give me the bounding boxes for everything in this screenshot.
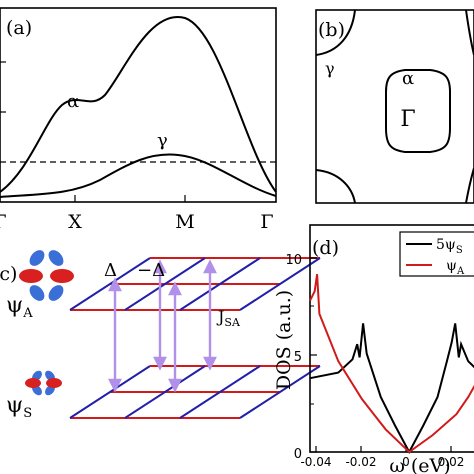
- dos-yticks: [310, 257, 317, 453]
- upper-layer-lattice: [69, 257, 321, 311]
- panel-d-frame: [309, 224, 474, 453]
- panel-b-label: (b): [318, 19, 345, 41]
- fermi-pocket-bottom-right: [465, 167, 474, 204]
- dxy-orbital-icon: [25, 370, 62, 396]
- dos-xticks: [315, 446, 452, 452]
- dos-series-line-1: [309, 274, 474, 454]
- legend-entry-psi-a: ψA: [446, 258, 465, 277]
- fermi-pocket-top-right: [465, 9, 474, 56]
- alpha-band-curve: [0, 15, 277, 193]
- fermi-surface-alpha: [385, 69, 451, 153]
- panel-d: (d) DOS (a.u.) ω (eV) 0 5 10 -0.04 -0.02…: [273, 224, 474, 474]
- dos-xtick-label: -0.04: [300, 455, 331, 469]
- panel-c-label: (c): [0, 263, 17, 285]
- panel-b: (b) γ α Γ: [315, 9, 474, 204]
- legend-box: [399, 231, 474, 277]
- arrow-label-jsa: JSA: [216, 307, 241, 329]
- dos-series-line-0: [309, 323, 474, 455]
- dos-xtick-label: 0: [402, 455, 410, 469]
- panel-a-frame: [0, 7, 277, 203]
- fermi-pocket-bottom-left: [315, 169, 356, 204]
- fermi-pocket-top-left: [315, 9, 356, 56]
- dos-curves: [309, 274, 474, 455]
- orbital-label-psi-s: ψS: [6, 393, 32, 421]
- dos-ytick-label: 0: [294, 447, 302, 462]
- panel-d-label: (d): [312, 237, 339, 259]
- tick-label-m: M: [175, 211, 194, 233]
- dxz-orbital-icon: [19, 250, 74, 301]
- interlayer-arrows: [108, 259, 217, 393]
- tick-label-x: X: [68, 211, 82, 233]
- fs-label-gamma-center: Γ: [400, 107, 415, 132]
- gamma-band-curve: [0, 153, 277, 198]
- band-label-alpha: α: [67, 91, 79, 112]
- dos-ylabel: DOS (a.u.): [273, 290, 295, 390]
- fs-label-alpha: α: [402, 68, 414, 89]
- dos-xtick-label: 0.02: [438, 455, 465, 469]
- panel-c: (c) ψA ψS: [0, 250, 321, 421]
- arrow-label-minus-delta: −Δ: [137, 260, 165, 281]
- dos-ytick-label: 5: [294, 350, 302, 365]
- tick-label-gamma-left: Γ: [0, 211, 7, 233]
- dos-xtick-label: -0.02: [345, 455, 376, 469]
- lower-layer-lattice: [69, 365, 321, 419]
- dos-legend: 5ψS ψA: [399, 231, 474, 277]
- panel-a: (a) α γ Γ X M Γ: [0, 7, 277, 233]
- tick-label-gamma-right: Γ: [260, 211, 273, 233]
- arrow-label-delta: Δ: [104, 260, 117, 281]
- dos-xlabel: ω (eV): [389, 455, 450, 474]
- legend-entry-psi-s: 5ψS: [436, 237, 463, 256]
- panel-a-label: (a): [6, 17, 32, 39]
- orbital-label-psi-a: ψA: [6, 293, 33, 321]
- fs-label-gamma: γ: [325, 59, 335, 78]
- band-label-gamma: γ: [157, 130, 168, 151]
- panel-b-frame: [315, 9, 474, 204]
- dos-ytick-label: 10: [285, 253, 302, 268]
